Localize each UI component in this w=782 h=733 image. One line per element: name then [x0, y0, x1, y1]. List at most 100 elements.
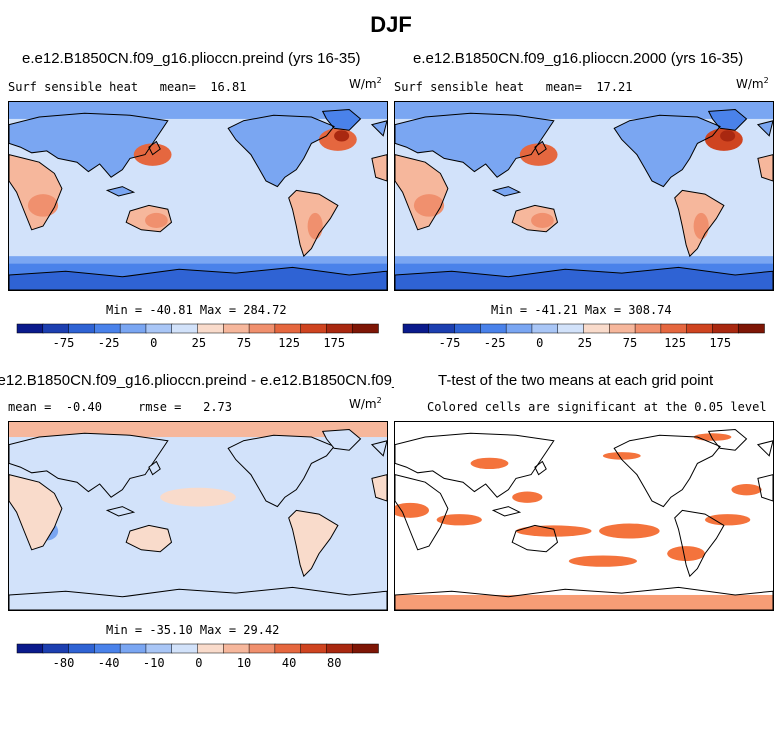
colorbar-tick-label: 0	[536, 336, 543, 350]
antarctica-outline	[395, 586, 773, 610]
africa-west-outline	[371, 154, 387, 182]
colorbar: -75 -25 0 25 75 125 175	[402, 323, 765, 352]
colorbar-svg: -80 -40 -10 0 10 40 80	[16, 643, 379, 670]
map-svg	[9, 102, 387, 290]
australia-warm	[145, 212, 168, 228]
europe-asia-outline	[9, 112, 169, 178]
colorbar-swatch	[248, 323, 276, 334]
eurasia-outline	[756, 440, 773, 457]
south-africa-warm	[413, 194, 445, 217]
panel-title: e.e12.B1850CN.f09_g16.plioccn.preind (yr…	[22, 50, 361, 67]
colorbar-svg: -75 -25 0 25 75 125 175	[402, 323, 765, 350]
units-label: W/m2	[736, 76, 769, 91]
mean-value: -0.40	[65, 400, 102, 414]
map-svg	[395, 422, 773, 610]
colorbar-swatch	[300, 323, 328, 334]
colorbar-swatch	[351, 643, 379, 654]
map-svg	[395, 102, 773, 290]
colorbar-swatch	[145, 323, 173, 334]
mean-value: 17.21	[596, 80, 633, 94]
pacific-warm-patch	[160, 487, 236, 507]
eurasia-outline	[756, 120, 773, 137]
colorbar-swatch	[326, 323, 353, 334]
colorbar-swatch	[145, 643, 173, 654]
map-preind	[8, 101, 388, 291]
europe-asia-field	[9, 113, 168, 178]
arctic-warm-band	[9, 422, 387, 438]
colorbar-tick-label: 0	[195, 656, 202, 670]
japan-outline	[534, 140, 547, 156]
variable-name: Surf sensible heat	[394, 80, 525, 94]
diff-title-wrap: e.e12.B1850CN.f09_g16.plioccn.preind - e…	[0, 372, 394, 392]
colorbar-swatch	[119, 643, 147, 654]
australia-warm	[531, 212, 554, 228]
significant-region	[602, 452, 641, 460]
units-text: W/m	[736, 77, 764, 91]
colorbar-swatch	[197, 323, 225, 334]
colorbar-swatch	[686, 323, 714, 334]
colorbar-tick-label: -25	[98, 336, 120, 350]
africa-outline	[9, 474, 63, 551]
map-ttest	[394, 421, 774, 611]
colorbar-swatch	[42, 323, 70, 334]
south-africa-warm	[27, 194, 59, 217]
colorbar-swatch	[428, 323, 456, 334]
variable-label: Surf sensible heat mean= 17.21	[394, 80, 632, 94]
north-america-field	[228, 115, 335, 187]
colorbar-swatch	[42, 643, 70, 654]
south-america-warm	[693, 212, 709, 240]
australia-outline	[511, 204, 559, 233]
north-america-outline	[227, 434, 335, 508]
colorbar-swatch	[68, 323, 96, 334]
north-america-outline	[227, 114, 335, 188]
greenland-outline	[707, 108, 748, 131]
units-exponent: 2	[376, 396, 382, 405]
colorbar-swatch	[68, 643, 96, 654]
southern-significant-band	[395, 594, 773, 610]
colorbar-tick-label: -25	[484, 336, 506, 350]
antarctica-outline	[9, 586, 387, 610]
variable-label: Surf sensible heat mean= 16.81	[8, 80, 246, 94]
colorbar-tick-label: 75	[623, 336, 637, 350]
colorbar-tick-label: 25	[578, 336, 592, 350]
japan-outline	[534, 460, 547, 476]
significant-region	[515, 525, 592, 537]
africa-west-outline	[757, 154, 773, 182]
min-max-label: Min = -41.21 Max = 308.74	[491, 303, 672, 317]
colorbar-swatch	[119, 323, 147, 334]
colorbar-tick-label: -75	[439, 336, 461, 350]
panel-title: T-test of the two means at each grid poi…	[438, 372, 714, 389]
colorbar-swatch	[531, 323, 559, 334]
map-svg	[9, 422, 387, 610]
japan-outline	[148, 140, 161, 156]
africa-outline	[9, 154, 63, 231]
mean-label: mean=	[159, 80, 196, 94]
diff-stats: mean = -0.40 rmse = 2.73	[8, 400, 232, 414]
colorbar-swatch	[248, 643, 276, 654]
gulf-stream-core	[334, 130, 350, 142]
africa-outline	[395, 474, 449, 551]
map-difference	[8, 421, 388, 611]
panel-subtitle: Colored cells are significant at the 0.0…	[427, 400, 767, 414]
colorbar-swatch	[583, 323, 611, 334]
units-label: W/m2	[349, 396, 382, 411]
colorbar-swatch	[223, 323, 250, 334]
colorbar-swatch	[557, 323, 585, 334]
figure-title: DJF	[370, 12, 412, 37]
south-america-outline	[674, 509, 725, 578]
significant-region	[599, 523, 660, 539]
significant-region	[568, 555, 637, 567]
greenland-outline	[321, 108, 362, 131]
eurasia-outline	[370, 120, 387, 137]
europe-asia-outline	[9, 432, 169, 498]
north-america-field	[614, 115, 721, 187]
europe-asia-outline	[395, 112, 555, 178]
colorbar-swatch	[480, 323, 507, 334]
colorbar-tick-label: 10	[237, 656, 251, 670]
eurasia-field	[757, 120, 773, 136]
antarctica-outline	[9, 266, 387, 290]
colorbar-tick-label: 125	[664, 336, 686, 350]
antarctica-field	[395, 267, 773, 290]
units-label: W/m2	[349, 76, 382, 91]
japan-outline	[148, 460, 161, 476]
